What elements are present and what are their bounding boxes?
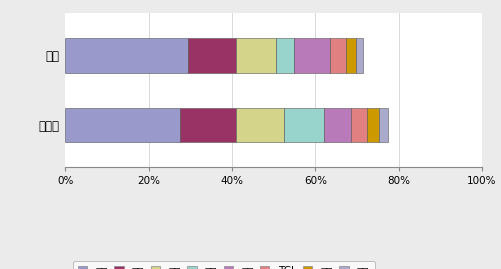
Bar — [65, 38, 188, 73]
Bar — [65, 108, 179, 142]
Bar — [378, 108, 387, 142]
Bar — [235, 108, 284, 142]
Bar — [235, 38, 275, 73]
Bar — [366, 108, 378, 142]
Bar — [188, 38, 235, 73]
Bar — [350, 108, 366, 142]
Bar — [275, 38, 294, 73]
Bar — [323, 108, 350, 142]
Bar — [294, 38, 329, 73]
Bar — [355, 38, 362, 73]
Bar — [284, 108, 323, 142]
Bar — [329, 38, 345, 73]
Bar — [345, 38, 355, 73]
Bar — [179, 108, 235, 142]
Legend: 海尔, 美的, 海信, 奥马, 美菱, TCL, 电冰, 其他: 海尔, 美的, 海信, 奥马, 美菱, TCL, 电冰, 其他 — [73, 261, 374, 269]
